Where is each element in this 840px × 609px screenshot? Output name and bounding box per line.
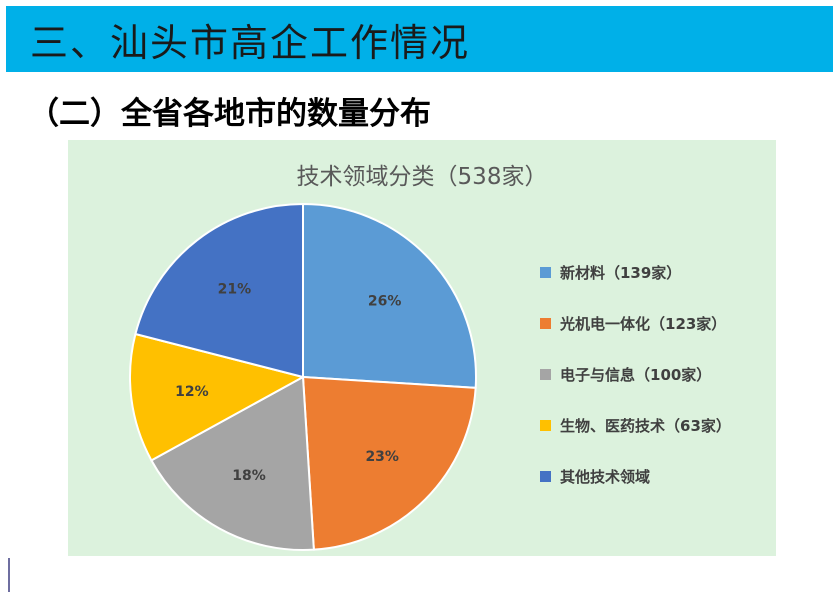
legend-item: 新材料（139家）	[540, 255, 731, 289]
header-bar	[6, 6, 833, 72]
section-subtitle: （二）全省各地市的数量分布	[28, 96, 431, 132]
legend-swatch	[540, 368, 551, 380]
pie-slice	[134, 202, 304, 379]
legend-item: 光机电一体化（123家）	[540, 306, 731, 340]
legend-swatch	[540, 419, 551, 431]
chart-title: 技术领域分类（538家）	[296, 164, 548, 190]
legend-item: 电子与信息（100家）	[540, 357, 731, 391]
legend-swatch	[540, 317, 551, 329]
legend-swatch	[540, 266, 551, 278]
legend-label: 电子与信息（100家）	[560, 365, 712, 384]
slice-label: 12%	[175, 384, 209, 400]
legend-item: 生物、医药技术（63家）	[540, 408, 731, 442]
legend-label: 其他技术领域	[560, 467, 651, 486]
legend-label: 生物、医药技术（63家）	[560, 416, 731, 435]
slice-label: 18%	[232, 468, 266, 484]
pie-slice	[150, 375, 315, 551]
slice-label: 23%	[365, 449, 399, 465]
page-title: 三、汕头市高企工作情况	[30, 21, 471, 65]
legend-label: 光机电一体化（123家）	[560, 314, 727, 333]
pie-slice	[129, 332, 306, 462]
legend-item: 其他技术领域	[540, 459, 731, 493]
legend-label: 新材料（139家）	[560, 263, 682, 282]
chart-legend: 新材料（139家） 光机电一体化（123家） 电子与信息（100家） 生物、医药…	[540, 255, 731, 510]
slice-label: 26%	[368, 293, 402, 309]
pie-slice	[302, 202, 477, 389]
slice-label: 21%	[218, 282, 252, 298]
pie-slice	[301, 375, 477, 551]
legend-swatch	[540, 470, 551, 482]
slide-edge-mark	[8, 558, 10, 592]
